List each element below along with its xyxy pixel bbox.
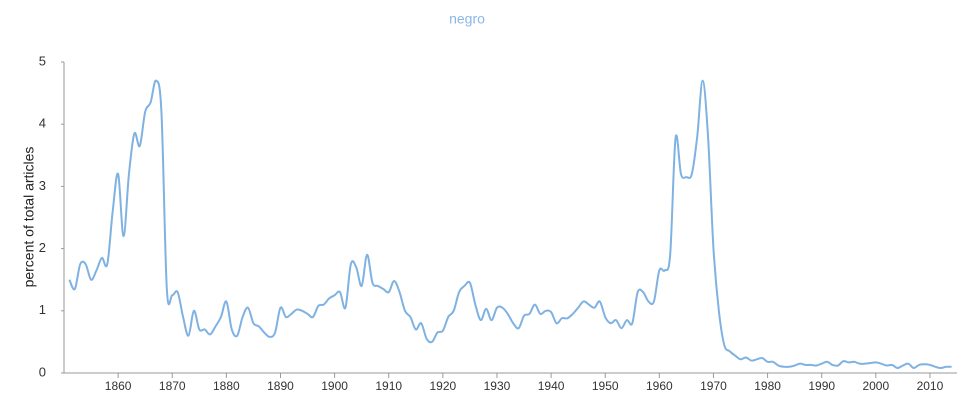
x-tick-label: 1990: [808, 379, 835, 393]
y-axis-label: percent of total articles: [21, 147, 37, 288]
x-tick-label: 1960: [646, 379, 673, 393]
x-tick-label: 1970: [700, 379, 727, 393]
x-tick-label: 2010: [917, 379, 944, 393]
x-tick-label: 1940: [538, 379, 565, 393]
x-tick-label: 1920: [429, 379, 456, 393]
x-tick-label: 1890: [267, 379, 294, 393]
x-tick-label: 1910: [375, 379, 402, 393]
y-tick-label: 1: [39, 302, 46, 317]
x-tick-label: 1980: [754, 379, 781, 393]
x-tick-label: 1870: [159, 379, 186, 393]
x-tick-label: 1930: [484, 379, 511, 393]
y-tick-label: 5: [39, 53, 46, 68]
x-tick-label: 1950: [592, 379, 619, 393]
y-tick-label: 4: [39, 116, 46, 131]
x-tick-label: 1900: [321, 379, 348, 393]
chart-title: negro: [449, 11, 485, 27]
y-tick-label: 3: [39, 178, 46, 193]
data-line: [68, 79, 952, 370]
x-tick-label: 1880: [213, 379, 240, 393]
x-tick-label: 1860: [105, 379, 132, 393]
y-tick-label: 0: [39, 364, 46, 379]
x-tick-label: 2000: [862, 379, 889, 393]
y-tick-label: 2: [39, 240, 46, 255]
